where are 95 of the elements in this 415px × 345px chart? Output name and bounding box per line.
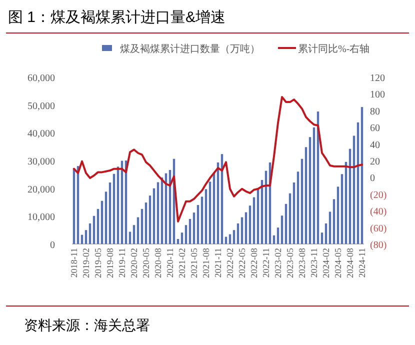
x-tick-label: 2023-02: [273, 248, 283, 278]
y2-tick-label: 60: [370, 123, 380, 134]
bar: [248, 206, 252, 244]
bar: [100, 200, 104, 244]
bar: [184, 225, 188, 244]
x-tick-label: 2019-11: [117, 248, 127, 278]
y2-tick-label: (40): [370, 206, 387, 218]
bar: [336, 186, 340, 244]
x-tick-label: 2020-02: [129, 248, 139, 278]
y2-tick-label: 0: [370, 173, 375, 184]
y-tick-label: 40,000: [28, 128, 55, 140]
x-tick-label: 2021-02: [177, 248, 187, 278]
text: 资料来源：海关总署: [24, 317, 150, 333]
y2-tick-label: 40: [370, 140, 380, 151]
x-tick-label: 2023-11: [309, 248, 319, 278]
y-tick-label: 50,000: [28, 100, 55, 112]
bar: [244, 212, 248, 244]
bar: [292, 182, 296, 244]
bar: [196, 205, 200, 244]
x-tick-label: 2021-11: [213, 248, 223, 278]
y-tick-label: 60,000: [28, 73, 55, 84]
line-series: [73, 96, 363, 222]
x-tick-label: 2020-08: [153, 248, 163, 278]
bar: [208, 182, 212, 244]
bar: [308, 137, 312, 244]
bar: [108, 182, 112, 244]
chart-title: 图 1：煤及褐煤累计进口量&增速: [8, 9, 226, 26]
bar: [304, 147, 308, 244]
bar: [188, 218, 192, 244]
bar: [140, 208, 144, 244]
bar: [132, 225, 136, 244]
bar: [144, 202, 148, 244]
bar: [236, 223, 240, 244]
x-tick-label: 2023-05: [285, 248, 295, 278]
x-tick-label: 2022-08: [249, 248, 259, 278]
x-tick-label: 2020-11: [165, 248, 175, 278]
bar: [312, 127, 316, 244]
x-tick-label: 2019-08: [105, 248, 115, 278]
bar: [328, 212, 332, 244]
x-tick-label: 2022-05: [237, 248, 247, 278]
bar: [300, 158, 304, 244]
y2-tick-label: 80: [370, 106, 380, 118]
y-tick-label: 10,000: [28, 212, 55, 224]
x-tick-label: 2024-05: [333, 248, 343, 278]
bar: [200, 196, 204, 244]
legend-label: 累计同比%-右轴: [298, 43, 370, 55]
bar: [320, 232, 324, 244]
bar: [232, 230, 236, 244]
bar: [88, 223, 92, 244]
y-tick-label: 0: [50, 240, 55, 251]
y2-tick-label: (60): [370, 223, 387, 234]
y-tick-label: 30,000: [28, 156, 55, 168]
bar: [324, 223, 328, 244]
x-tick-label: 2024-11: [357, 248, 367, 278]
y-tick-label: 20,000: [28, 184, 55, 196]
bar: [360, 107, 364, 244]
x-tick-label: 2024-08: [345, 248, 355, 278]
x-tick-label: 2021-08: [201, 248, 211, 278]
x-tick-label: 2019-05: [93, 248, 103, 278]
bar: [192, 212, 196, 244]
y2-tick-label: (20): [370, 190, 387, 201]
y2-tick-label: 120: [370, 73, 385, 84]
x-tick-label: 2019-02: [81, 248, 91, 278]
bar: [252, 197, 256, 244]
x-tick-label: 2018-11: [69, 248, 79, 278]
bar: [296, 172, 300, 244]
bar: [96, 208, 100, 244]
y2-tick-label: (80): [370, 240, 387, 251]
bar: [332, 199, 336, 244]
bar: [112, 174, 116, 244]
bar: [104, 192, 108, 244]
bar: [92, 216, 96, 244]
bar: [148, 196, 152, 244]
legend-label: 煤及褐煤累计进口数量（万吨）: [120, 43, 260, 55]
bar: [240, 217, 244, 244]
bar: [280, 216, 284, 244]
bar: [176, 238, 180, 244]
bar: [288, 193, 292, 244]
y2-tick-label: 20: [370, 156, 380, 168]
x-tick-label: 2022-11: [261, 248, 271, 278]
x-tick-label: 2021-05: [189, 248, 199, 278]
x-tick-label: 2024-02: [321, 248, 331, 278]
x-tick-label: 2023-08: [297, 248, 307, 278]
y2-tick-label: 100: [370, 90, 385, 101]
bar: [284, 204, 288, 244]
bar: [152, 188, 156, 244]
bar: [276, 228, 280, 244]
bar: [340, 174, 344, 244]
bar: [156, 182, 160, 244]
bar: [84, 230, 88, 244]
bar: [180, 232, 184, 244]
bar: [136, 217, 140, 244]
x-tick-label: 2020-05: [141, 248, 151, 278]
bar: [204, 189, 208, 244]
x-tick-label: 2022-02: [225, 248, 235, 278]
